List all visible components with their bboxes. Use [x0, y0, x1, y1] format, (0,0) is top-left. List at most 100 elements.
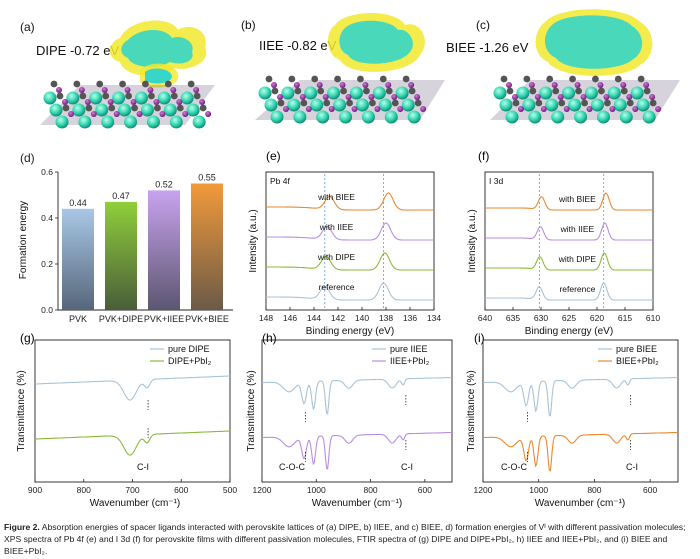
lattice-atom: [293, 110, 307, 124]
chart-e-xtick-label: 144: [307, 313, 321, 323]
chart-i-ylabel: Transmittance (%): [466, 370, 477, 451]
lattice-iodine: [124, 87, 131, 93]
lattice-atom: [522, 98, 536, 112]
lattice-iodine: [130, 99, 137, 105]
lattice-carbon: [148, 92, 155, 100]
chart-g-legend-entry: DIPE+PbI₂: [168, 356, 212, 366]
panel-d-label: (d): [20, 151, 35, 165]
chart-i-series-line: [483, 376, 678, 417]
lattice-iodine: [626, 94, 633, 100]
lattice-atom: [630, 86, 644, 100]
lattice-atom: [95, 103, 109, 117]
chart-h-xtick-label: 1200: [253, 485, 272, 495]
lattice-iodine: [649, 94, 656, 100]
lattice-atom: [636, 98, 650, 112]
lattice-carbon: [604, 99, 611, 107]
lattice-iodine: [586, 106, 593, 112]
chart-f-ylabel: Intensity (a.u.): [467, 209, 478, 272]
lattice-carbon: [363, 87, 370, 95]
lattice-iodine: [655, 106, 662, 112]
panel-h-label: (h): [262, 331, 277, 345]
chart-h-legend-entry: IIEE+PbI₂: [390, 356, 430, 366]
lattice-iodine: [182, 111, 189, 117]
lattice-atom: [499, 98, 513, 112]
lattice-carbon: [558, 99, 566, 107]
chart-i-annotation: C-I: [626, 462, 638, 472]
chart-h-series-line: [262, 431, 452, 470]
lattice-carbon: [346, 99, 353, 107]
chart-e-xtick-label: 148: [259, 313, 273, 323]
lattice-carbon: [581, 99, 588, 107]
lattice-atom: [596, 110, 610, 124]
perovskite-lattices: [43, 75, 662, 129]
lattice-iodine: [283, 106, 289, 112]
chart-e-ylabel: Intensity (a.u.): [248, 209, 259, 272]
lattice-atom: [264, 98, 278, 112]
panel-a-energy: DIPE -0.72 eV: [36, 43, 120, 58]
lattice-iodine: [56, 87, 62, 93]
panel-g-label: (g): [20, 331, 35, 345]
chart-i-xtick-label: 600: [643, 485, 657, 495]
chart-e-series-line: [266, 192, 434, 211]
chart-d-data-label: 0.55: [198, 173, 216, 183]
lattice-carbon: [277, 99, 285, 107]
lattice-carbon: [391, 99, 399, 107]
lattice-atom: [72, 103, 86, 117]
lattice-carbon: [552, 87, 560, 95]
lattice-carbon: [170, 92, 178, 100]
chart-g-series-line: [35, 430, 230, 456]
chart-g-xtick-label: 900: [28, 485, 42, 495]
chart-f-xtick-label: 635: [506, 313, 520, 323]
lattice-carbon: [369, 99, 376, 107]
lattice-carbon: [85, 104, 93, 112]
chart-f-xlabel: Binding energy (eV): [525, 326, 613, 337]
lattice-iodine: [199, 99, 206, 105]
chart-h-annotation: C-I: [401, 462, 413, 472]
lattice-iodine: [293, 82, 300, 88]
lattice-iodine: [84, 99, 91, 105]
lattice-iodine: [193, 87, 200, 93]
chart-f-xtick-label: 615: [618, 313, 632, 323]
lattice-atom: [140, 103, 154, 117]
chart-d-bar: [62, 208, 94, 310]
chart-e-xtick-label: 142: [331, 313, 345, 323]
chart-d-ylabel: Formation energy: [18, 201, 29, 279]
lattice-carbon: [142, 80, 149, 88]
lattice-atom: [378, 98, 392, 112]
lattice-carbon: [265, 75, 273, 83]
lattice-carbon: [323, 99, 331, 107]
chart-e-series-label: with DIPE: [317, 252, 356, 262]
chart-e-title: Pb 4f: [270, 176, 290, 186]
lattice-atom: [613, 98, 627, 112]
lattice-atom: [304, 86, 318, 100]
chart-e-series-label: with IIEE: [319, 222, 354, 232]
lattice-iodine: [512, 94, 518, 100]
chart-e-xtick-label: 134: [427, 313, 441, 323]
lattice-iodine: [78, 87, 85, 93]
lattice-atom: [401, 98, 415, 112]
lattice-carbon: [131, 104, 138, 112]
lattice-atom: [55, 115, 69, 129]
lattice-atom: [43, 91, 57, 105]
lattice-iodine: [328, 106, 335, 112]
lattice-carbon: [408, 87, 416, 95]
lattice-iodine: [574, 82, 581, 88]
lattice-atom: [395, 86, 409, 100]
lattice-atom: [186, 103, 200, 117]
chart-d-xtick-label: PVK: [69, 314, 87, 324]
lattice-carbon: [592, 75, 599, 83]
lattice-carbon: [414, 99, 422, 107]
lattice-atom: [134, 91, 148, 105]
lattice-carbon: [294, 87, 302, 95]
chart-i-xtick-label: 800: [587, 485, 601, 495]
chart-h-annotation: C-O-C: [279, 462, 305, 472]
lattice-atom: [619, 110, 633, 124]
lattice-carbon: [96, 80, 104, 88]
lattice-carbon: [506, 87, 514, 95]
panel-b-label: (b): [241, 18, 256, 32]
lattice-atom: [590, 98, 604, 112]
lattice-iodine: [107, 99, 114, 105]
lattice-atom: [146, 115, 160, 129]
lattice-carbon: [311, 75, 319, 83]
lattice-carbon: [649, 99, 657, 107]
